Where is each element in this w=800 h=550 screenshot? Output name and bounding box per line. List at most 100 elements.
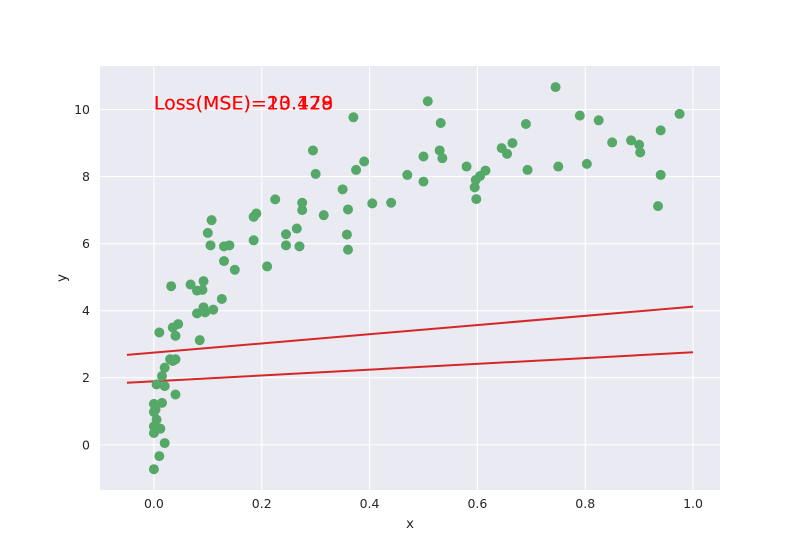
y-tick-label: 4 (82, 303, 90, 318)
data-point (157, 371, 167, 382)
data-point (550, 82, 561, 93)
data-point (310, 168, 321, 179)
data-point (593, 115, 604, 126)
data-point (471, 194, 482, 205)
x-axis-label: x (406, 516, 414, 532)
data-point (159, 381, 170, 392)
x-tick-label: 0.4 (360, 496, 380, 511)
data-point (502, 148, 513, 159)
data-point (607, 137, 618, 148)
y-tick-label: 0 (82, 437, 90, 452)
data-point (348, 112, 359, 123)
data-point (170, 389, 181, 400)
data-point (166, 281, 177, 292)
data-point (434, 145, 445, 156)
data-point (248, 235, 259, 246)
data-point (635, 147, 646, 158)
y-axis-label: y (54, 274, 70, 282)
y-tick-labels: 0 2 4 6 8 10 (74, 102, 90, 452)
data-point (194, 335, 205, 346)
data-point (655, 169, 666, 180)
data-point (655, 125, 666, 136)
data-points (148, 82, 685, 475)
data-point (337, 184, 348, 195)
data-point (154, 327, 165, 338)
data-point (154, 451, 165, 462)
data-point (307, 145, 318, 156)
x-tick-label: 1.0 (683, 496, 703, 511)
x-tick-labels: 0.0 0.2 0.4 0.6 0.8 1.0 (144, 496, 703, 511)
data-point (281, 229, 291, 240)
data-point (318, 210, 329, 221)
data-point (197, 284, 208, 295)
data-point (192, 308, 203, 319)
data-point (359, 156, 370, 167)
data-point (219, 256, 229, 267)
plot-background (100, 66, 720, 490)
data-point (170, 330, 181, 341)
data-point (351, 164, 362, 175)
data-point (281, 240, 291, 251)
loss-annotation: Loss(MSE)=20.429 (154, 93, 333, 115)
data-point (653, 201, 663, 212)
data-point (198, 302, 209, 313)
data-point (229, 264, 240, 275)
data-point (674, 108, 685, 119)
data-point (507, 138, 518, 149)
data-point (574, 110, 585, 121)
data-point (155, 423, 166, 434)
data-point (402, 169, 413, 180)
loss-annotation: Loss(MSE)=13.178 (154, 93, 333, 115)
data-point (151, 414, 162, 425)
data-point (367, 198, 378, 209)
y-tick-label: 6 (82, 236, 90, 251)
data-point (206, 215, 217, 226)
data-point (437, 153, 448, 164)
data-point (386, 197, 397, 208)
data-point (520, 118, 531, 129)
data-point (185, 279, 196, 290)
data-point (224, 240, 235, 251)
data-point (522, 164, 533, 175)
y-tick-label: 2 (82, 370, 90, 385)
data-point (418, 176, 429, 187)
x-tick-label: 0.2 (252, 496, 272, 511)
data-point (148, 464, 159, 475)
data-point (251, 208, 262, 219)
data-point (294, 241, 305, 252)
regression-line (126, 305, 694, 356)
data-point (262, 261, 273, 272)
data-point (626, 135, 637, 146)
x-tick-label: 0.8 (575, 496, 595, 511)
data-point (173, 319, 184, 330)
data-point (150, 404, 161, 415)
data-point (461, 161, 472, 172)
data-point (297, 205, 308, 216)
data-point (208, 304, 219, 315)
data-point (170, 354, 181, 365)
regression-line (126, 351, 694, 384)
data-point (422, 96, 433, 107)
x-tick-label: 0.0 (144, 496, 164, 511)
data-point (198, 276, 209, 287)
data-point (634, 139, 645, 150)
data-point (202, 227, 213, 238)
data-point (553, 161, 564, 172)
data-point (581, 158, 592, 169)
y-tick-label: 10 (74, 102, 90, 117)
data-point (480, 165, 491, 176)
x-tick-label: 0.6 (467, 496, 487, 511)
data-point (157, 397, 167, 408)
fit-lines (126, 305, 694, 384)
data-point (270, 194, 281, 205)
data-point (341, 229, 352, 240)
grid (100, 66, 720, 490)
data-point (297, 197, 308, 208)
data-point (151, 379, 162, 390)
y-tick-label: 8 (82, 169, 90, 184)
data-point (159, 438, 170, 449)
data-point (343, 204, 353, 215)
data-point (343, 244, 353, 255)
